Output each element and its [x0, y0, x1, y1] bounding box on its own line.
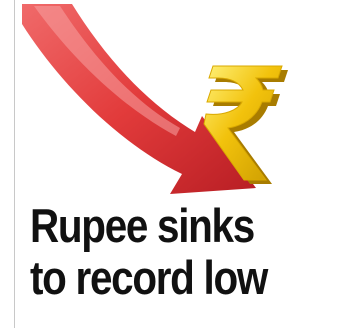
arrow-highlight	[34, 6, 180, 136]
rupee-symbol-icon	[203, 65, 288, 184]
headline-line-2: to record low	[30, 251, 268, 304]
falling-arrow-rupee-icon	[22, 4, 288, 194]
headline-line-1: Rupee sinks	[30, 199, 255, 252]
headline: Rupee sinks to record low	[30, 200, 288, 304]
column-divider	[14, 0, 15, 328]
